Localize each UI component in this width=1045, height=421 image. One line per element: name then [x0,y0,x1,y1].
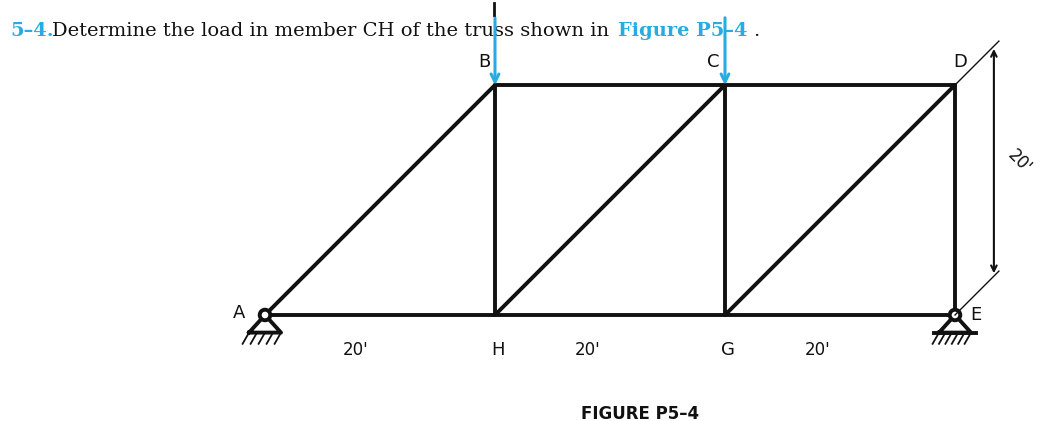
Text: E: E [970,306,981,324]
Text: .: . [753,22,760,40]
Text: C: C [707,53,720,71]
Text: 20': 20' [575,341,600,359]
Text: 5–4.: 5–4. [10,22,53,40]
Text: A: A [233,304,245,322]
Text: D: D [953,53,967,71]
Circle shape [950,310,960,320]
Text: H: H [491,341,505,359]
Text: Figure P5–4: Figure P5–4 [618,22,747,40]
Circle shape [260,310,271,320]
Text: G: G [721,341,735,359]
Text: Determine the load in member CH of the truss shown in: Determine the load in member CH of the t… [52,22,616,40]
Text: 20': 20' [805,341,830,359]
Text: B: B [478,53,490,71]
Text: 20': 20' [343,341,368,359]
Text: 20': 20' [1004,146,1035,176]
Text: FIGURE P5–4: FIGURE P5–4 [581,405,699,421]
